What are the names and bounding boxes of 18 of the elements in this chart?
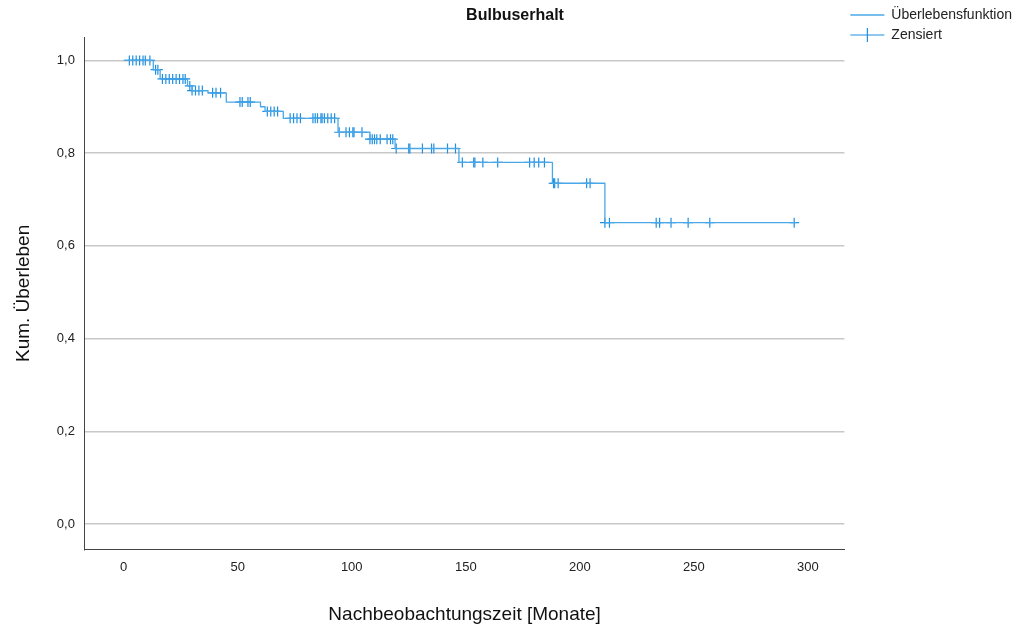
x-tick-label: 200 bbox=[568, 558, 591, 574]
y-tick-label: 0,8 bbox=[56, 144, 75, 160]
legend-label: Überlebensfunktion bbox=[891, 4, 1013, 22]
x-axis-title: Nachbeobachtungszeit [Monate] bbox=[328, 602, 601, 624]
x-tick-label: 50 bbox=[230, 558, 245, 574]
x-tick-label: 150 bbox=[454, 558, 477, 574]
y-tick-label: 0,2 bbox=[56, 422, 75, 438]
x-tick-label: 300 bbox=[797, 558, 819, 574]
chart-title: Bulbuserhalt bbox=[466, 6, 565, 24]
y-axis-title: Kum. Überleben bbox=[11, 224, 33, 363]
legend-label: Zensiert bbox=[891, 25, 943, 42]
y-tick-label: 0,0 bbox=[56, 515, 75, 531]
x-tick-label: 250 bbox=[682, 558, 705, 574]
y-tick-label: 1,0 bbox=[56, 51, 75, 67]
x-tick-label: 0 bbox=[120, 558, 128, 574]
x-tick-label: 100 bbox=[340, 558, 363, 574]
y-tick-label: 0,4 bbox=[56, 330, 75, 346]
y-tick-label: 0,6 bbox=[56, 237, 75, 253]
